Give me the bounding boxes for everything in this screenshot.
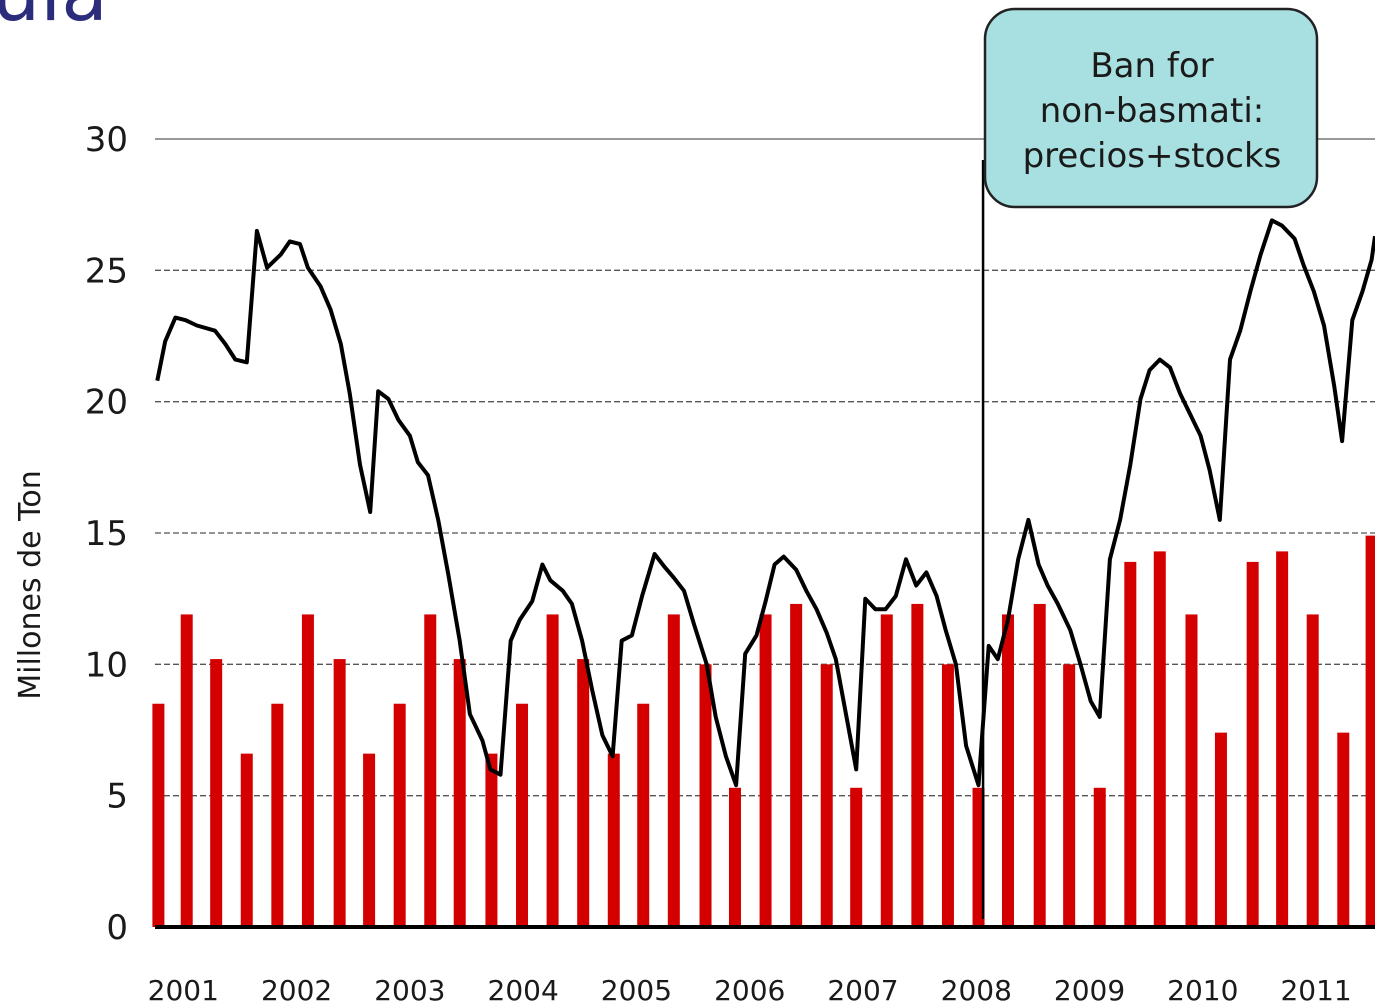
y-tick-label: 0 bbox=[106, 908, 128, 948]
bar bbox=[1365, 535, 1375, 927]
bar bbox=[850, 787, 863, 927]
x-tick-label: 2002 bbox=[261, 974, 332, 1007]
bar bbox=[1124, 561, 1137, 927]
chart-title: ula bbox=[0, 0, 108, 38]
x-tick-label: 2001 bbox=[148, 974, 219, 1007]
bar bbox=[1337, 732, 1350, 927]
bar bbox=[790, 603, 803, 927]
line-series bbox=[155, 218, 1375, 788]
bar bbox=[453, 659, 466, 927]
y-tick-label: 30 bbox=[85, 120, 128, 160]
bar bbox=[516, 703, 529, 927]
bar bbox=[210, 659, 223, 927]
x-tick-label: 2011 bbox=[1280, 974, 1351, 1007]
bar bbox=[363, 753, 376, 927]
x-tick-label: 2003 bbox=[374, 974, 445, 1007]
bar bbox=[1093, 787, 1106, 927]
bar bbox=[333, 659, 346, 927]
bar bbox=[607, 753, 620, 927]
x-tick-label: 2010 bbox=[1167, 974, 1238, 1007]
bar bbox=[880, 614, 893, 927]
annotation-text: Ban for bbox=[1090, 46, 1213, 86]
bar bbox=[393, 703, 406, 927]
bar bbox=[759, 614, 772, 927]
bar bbox=[1306, 614, 1319, 927]
bar bbox=[301, 614, 314, 927]
y-tick-label: 5 bbox=[106, 777, 128, 817]
bar bbox=[1153, 551, 1166, 927]
annotation-box bbox=[983, 7, 1319, 209]
bar bbox=[911, 603, 924, 927]
bar bbox=[180, 614, 193, 927]
annotation-text: precios+stocks bbox=[1023, 136, 1282, 176]
bar bbox=[1001, 614, 1014, 927]
y-tick-label: 20 bbox=[85, 383, 128, 423]
x-tick-label: 2004 bbox=[488, 974, 559, 1007]
x-tick-label: 2008 bbox=[941, 974, 1012, 1007]
bar bbox=[1063, 664, 1076, 927]
y-tick-label: 10 bbox=[85, 645, 128, 685]
x-tick-label: 2006 bbox=[714, 974, 785, 1007]
x-tick-label: 2007 bbox=[827, 974, 898, 1007]
y-tick-label: 15 bbox=[85, 514, 128, 554]
bar bbox=[1033, 603, 1046, 927]
bar bbox=[240, 753, 253, 927]
bar bbox=[1276, 551, 1289, 927]
y-tick-label: 25 bbox=[85, 251, 128, 291]
bar bbox=[941, 664, 954, 927]
bar bbox=[577, 659, 590, 927]
bar bbox=[271, 703, 284, 927]
bar bbox=[667, 614, 680, 927]
annotation-text: non-basmati: bbox=[1040, 91, 1265, 131]
bar bbox=[152, 703, 165, 927]
bar bbox=[728, 787, 741, 927]
bar bbox=[1214, 732, 1227, 927]
y-axis-label: Millones de Ton bbox=[13, 470, 48, 700]
bar bbox=[546, 614, 559, 927]
bar bbox=[485, 753, 498, 927]
x-tick-label: 2005 bbox=[601, 974, 672, 1007]
x-tick-label: 2009 bbox=[1054, 974, 1125, 1007]
bar bbox=[637, 703, 650, 927]
bar bbox=[820, 664, 833, 927]
bar bbox=[424, 614, 437, 927]
bar bbox=[972, 787, 985, 927]
bar bbox=[1246, 561, 1259, 927]
bar bbox=[699, 664, 712, 927]
bar bbox=[1185, 614, 1198, 927]
